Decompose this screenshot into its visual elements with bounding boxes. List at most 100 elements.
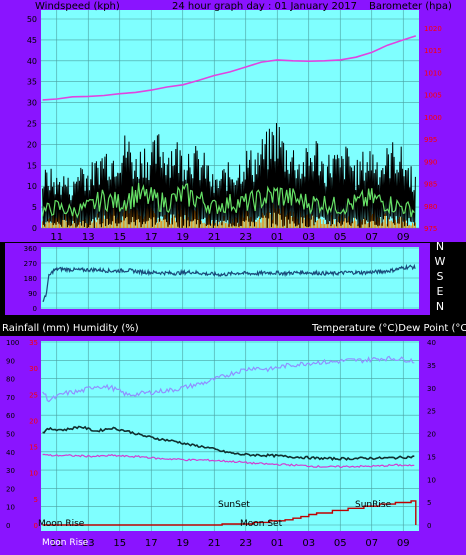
chart-marks	[42, 35, 417, 229]
x-tick-label: 09	[397, 538, 410, 549]
barometer-series	[42, 35, 417, 101]
y-tick-label-left: 50	[6, 431, 15, 439]
header-strip	[0, 318, 466, 336]
x-tick-label: 01	[271, 232, 284, 242]
x-tick-label: 07	[365, 538, 378, 549]
y-tick-label-left: 35	[27, 78, 37, 87]
y-tick-label-left: 5	[32, 203, 37, 212]
y-tick-label-right: 0	[427, 522, 431, 530]
y-tick-label-left: 50	[27, 15, 37, 24]
moon-rise-label-plot: Moon Rise	[38, 519, 85, 529]
x-tick-label: 19	[176, 538, 189, 549]
y-tick-label-right: 5	[427, 499, 431, 507]
axes: 0510152025303540455097598098599099510001…	[27, 15, 442, 243]
wind-barometer-chart: 0510152025303540455097598098599099510001…	[0, 0, 466, 243]
y-tick-label-right: 1020	[424, 25, 442, 33]
chart-title: 24 hour graph day : 01 January 2017	[172, 1, 357, 12]
x-tick-label: 03	[302, 538, 315, 549]
y-tick-label-right: 25	[427, 408, 436, 416]
y-tick-label-left: 20	[6, 485, 15, 493]
y-tick-label-left: 60	[6, 412, 15, 420]
temperature-humidity-chart: 0102030405060708090100051015202530350510…	[0, 318, 466, 555]
moon-rise-label-axis: Moon Rise	[42, 538, 89, 548]
y-tick-label-left: 0	[6, 522, 10, 530]
compass-label: W	[435, 255, 446, 268]
axes: 0102030405060708090100051015202530350510…	[6, 339, 436, 549]
temperature-humidity-panel: 0 10 20 30 40 50 60 70 80 90 100 0 5 10 15 20 25 30 35 0 5 10…	[0, 318, 466, 555]
y-tick-label-right: 980	[424, 203, 437, 211]
y-tick-label: 0	[33, 305, 37, 313]
y-tick-label-right: 1010	[424, 69, 442, 77]
y-tick-label-right: 35	[427, 362, 436, 370]
y-tick-label-right: 975	[424, 225, 437, 233]
x-tick-label: 15	[113, 232, 126, 242]
sunset-label: SunSet	[218, 500, 250, 510]
x-tick-label: 05	[334, 232, 347, 242]
y-tick-label-left: 45	[27, 36, 37, 45]
moon-set-label: Moon Set	[240, 519, 283, 529]
wind-barometer-panel: 0 5 10 15 20 25 30 35 40 45 50 975 980 985 990 995 1000 1…	[0, 0, 466, 243]
y-tick-label-right: 995	[424, 136, 437, 144]
wind-average-series	[42, 182, 415, 219]
x-tick-label: 21	[208, 538, 221, 549]
compass-label: E	[437, 285, 444, 298]
y-tick-label-rain: 0	[34, 522, 38, 530]
chart-marks	[42, 263, 416, 302]
x-tick-label: 01	[271, 538, 284, 549]
y-tick-label-right: 30	[427, 385, 436, 393]
y-tick-label-left: 15	[27, 161, 37, 170]
y-tick-label-rain: 35	[29, 339, 38, 347]
dew-point-series	[42, 453, 415, 469]
y-tick-label-left: 25	[27, 120, 37, 129]
y-tick-label-left: 90	[6, 357, 15, 365]
x-tick-label: 05	[334, 538, 347, 549]
y-tick-label-left: 30	[6, 467, 15, 475]
x-tick-label: 11	[50, 232, 63, 242]
compass-label: S	[437, 270, 444, 283]
y-tick-label-left: 40	[6, 449, 15, 457]
x-tick-label: 03	[302, 232, 315, 242]
x-tick-label: 23	[239, 538, 252, 549]
x-tick-label: 09	[397, 232, 410, 242]
y-tick-label-right: 1015	[424, 47, 442, 55]
x-tick-label: 13	[82, 538, 95, 549]
y-tick-label-left: 20	[27, 140, 37, 149]
y-axis-right-label: Temperature (°C)Dew Point (°C)	[311, 323, 466, 334]
y-tick-label-left: 70	[6, 394, 15, 402]
y-tick-label-right: 10	[427, 476, 436, 484]
chart-marks	[42, 355, 417, 526]
compass-label: N	[436, 242, 444, 253]
y-tick-label-right: 1005	[424, 92, 442, 100]
x-tick-label: 19	[176, 232, 189, 242]
y-tick-label-left: 0	[32, 224, 37, 233]
y-tick-label-rain: 10	[29, 470, 38, 478]
wind-direction-panel: 0 90 180 270 360 N W S E N	[0, 240, 466, 318]
humidity-series	[42, 355, 415, 403]
y-tick-label-left: 10	[27, 182, 37, 191]
x-tick-label: 07	[365, 232, 378, 242]
y-tick-label: 270	[24, 260, 37, 268]
y-tick-label-right: 20	[427, 431, 436, 439]
y-tick-label-rain: 30	[29, 365, 38, 373]
y-tick-label: 180	[24, 275, 37, 283]
y-tick-label-right: 15	[427, 453, 436, 461]
compass-label: N	[436, 300, 444, 313]
temperature-series	[42, 425, 415, 461]
x-tick-label: 11	[50, 538, 63, 549]
y-tick-label-rain: 25	[29, 391, 38, 399]
x-tick-label: 13	[82, 232, 95, 242]
y-tick-label: 360	[24, 245, 37, 253]
sunrise-label: SunRise	[355, 500, 392, 510]
y-tick-label-right: 1000	[424, 114, 442, 122]
plot-area	[41, 341, 419, 531]
y-tick-label-rain: 15	[29, 444, 38, 452]
x-tick-label: 15	[113, 538, 126, 549]
y-axis-left-label: Windspeed (kph)	[35, 1, 120, 12]
x-tick-label: 17	[145, 538, 158, 549]
y-tick-label-left: 30	[27, 99, 37, 108]
rain-series	[42, 500, 417, 526]
y-tick-label-left: 80	[6, 376, 15, 384]
